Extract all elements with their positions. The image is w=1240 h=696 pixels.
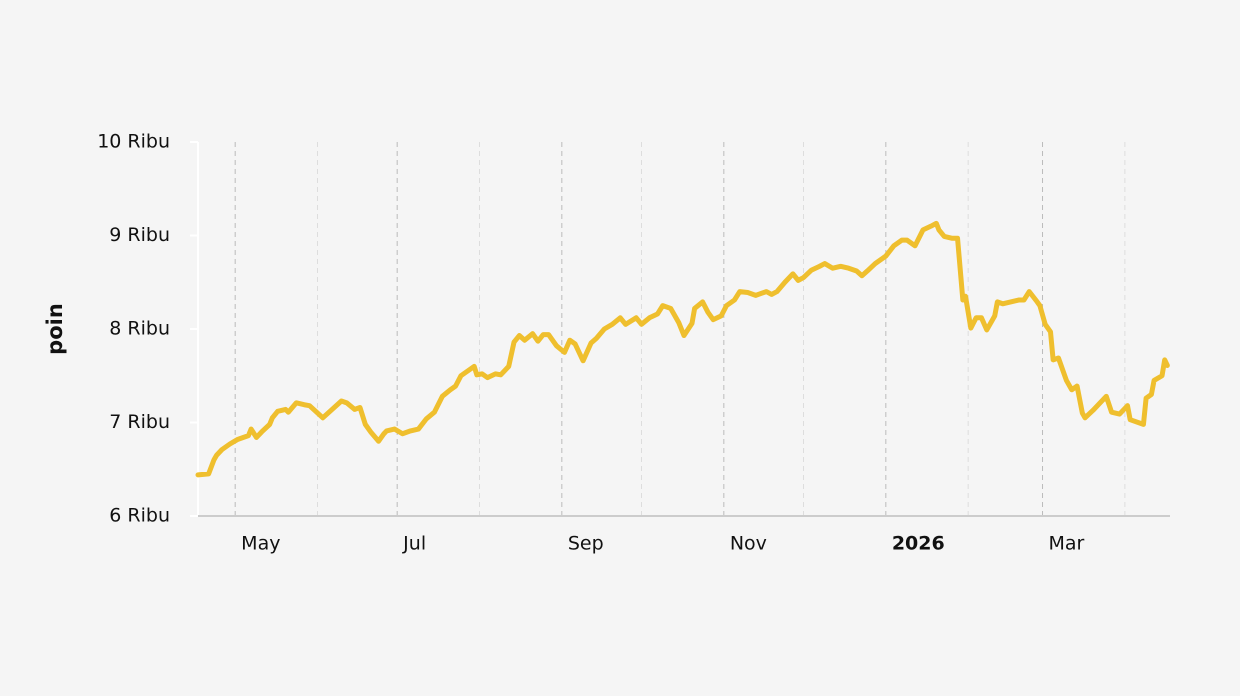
y-tick-label: 6 Ribu (109, 505, 170, 527)
y-tick-label: 8 Ribu (109, 318, 170, 340)
x-tick-label: Sep (568, 533, 604, 555)
x-tick-label: May (241, 533, 280, 555)
y-tick-label: 7 Ribu (109, 411, 170, 433)
line (195, 220, 1170, 478)
x-tick-label: 2026 (892, 533, 945, 555)
y-tick-label: 10 Ribu (97, 131, 170, 153)
y-tick-label: 9 Ribu (109, 224, 170, 246)
x-tick-label: Nov (730, 533, 767, 555)
x-tick-label: Mar (1049, 533, 1085, 555)
y-axis-label: poin (43, 303, 67, 355)
x-tick-label: Jul (402, 533, 426, 555)
